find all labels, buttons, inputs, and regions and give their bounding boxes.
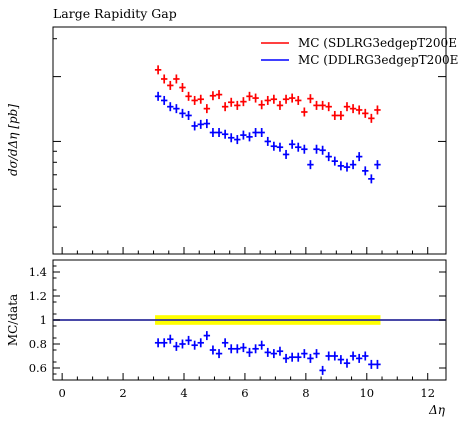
y-tick-label: 1.4 xyxy=(29,265,47,279)
y-tick-label: 1.2 xyxy=(29,289,47,303)
x-tick-label: 4 xyxy=(180,386,187,400)
y-axis-label-main: dσ/dΔη [pb] xyxy=(6,104,20,176)
x-tick-label: 2 xyxy=(119,386,126,400)
x-tick-label: 6 xyxy=(241,386,248,400)
legend-label-dd: MC (DDLRG3edgepT200E xyxy=(298,53,458,67)
y-tick-label: 1 xyxy=(40,313,47,327)
x-tick-label: 10 xyxy=(359,386,374,400)
x-tick-label: 8 xyxy=(302,386,309,400)
x-tick-label: 12 xyxy=(420,386,435,400)
chart-title: Large Rapidity Gap xyxy=(53,6,177,21)
main-x-ticks xyxy=(61,247,429,254)
legend: MC (SDLRG3edgepT200E MC (DDLRG3edgepT200… xyxy=(261,36,458,67)
y-tick-label: 0.8 xyxy=(29,337,47,351)
ratio-ticks: 0 2 4 6 8 10 12 0.6 0.8 1 1.2 1.4 xyxy=(29,265,446,400)
x-axis-label: Δη xyxy=(428,403,446,417)
main-data xyxy=(154,65,381,184)
y-axis-label-ratio: MC/data xyxy=(6,294,20,346)
legend-label-sd: MC (SDLRG3edgepT200E xyxy=(298,36,457,50)
main-panel-frame xyxy=(52,26,447,255)
ratio-band xyxy=(53,315,446,325)
main-y-ticks xyxy=(53,38,446,228)
ratio-data xyxy=(154,331,381,375)
x-tick-label: 0 xyxy=(58,386,65,400)
y-tick-label: 0.6 xyxy=(29,361,47,375)
